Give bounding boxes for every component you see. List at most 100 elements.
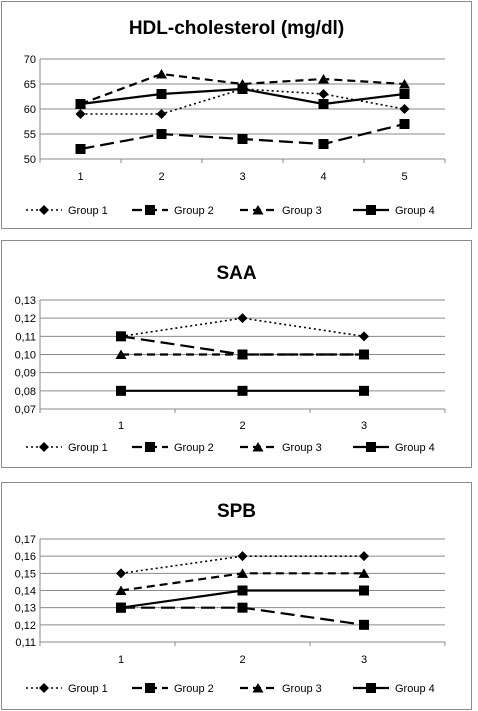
legend-marker [366,205,376,215]
data-point [359,619,369,630]
x-tick-label: 3 [239,171,245,183]
series-group-3 [115,349,370,359]
legend-label: Group 3 [282,683,322,695]
y-tick-label: 0,09 [15,368,36,380]
legend-marker [145,442,155,452]
spb-chart: SPB 0,11 0,12 0,13 0,14 0,15 0,16 0,17 1 2 3 Group … [15,501,446,695]
legend-label: Group 4 [395,205,435,217]
data-point [156,109,167,119]
data-point [318,139,329,149]
saa-chart: SAA 0,07 0,08 0,09 0,10 0,11 0,12 0,13 1 2 3 Group … [15,263,446,454]
legend-item: Group 4 [353,205,435,217]
chart-panel-spb: SPB 0,11 0,12 0,13 0,14 0,15 0,16 0,17 1 2 3 Group … [1,482,472,710]
data-point [237,385,248,396]
legend-item: Group 1 [26,442,108,454]
y-tick-label: 0,10 [15,350,36,362]
x-tick-label: 1 [77,171,83,183]
data-point [75,109,86,119]
data-point [115,585,127,595]
data-point [318,89,329,99]
legend-label: Group 1 [68,683,108,695]
data-point [399,119,410,129]
data-point [318,74,329,84]
legend-item: Group 3 [240,683,322,695]
data-point [359,585,369,596]
y-tick-label: 0,11 [15,637,36,649]
legend-marker [252,683,264,693]
legend-label: Group 4 [395,442,435,454]
series-line [80,72,405,106]
series-group-3 [115,568,370,595]
legend-marker [366,683,376,693]
data-point [115,349,127,359]
x-tick-label: 3 [361,654,367,666]
series-group-4 [116,385,369,396]
legend-item: Group 1 [26,205,108,217]
legend-label: Group 3 [282,442,322,454]
data-point [75,144,86,154]
data-point [156,69,167,79]
data-point [237,568,248,578]
legend-label: Group 2 [174,683,214,695]
legend-label: Group 4 [395,683,435,695]
series-group-1 [116,551,369,579]
series-line [120,317,365,338]
legend-label: Group 2 [174,442,214,454]
y-tick-label: 0,12 [15,620,36,632]
data-point [237,313,248,324]
x-tick-label: 1 [118,654,124,666]
data-point [237,602,248,613]
y-tick-label: 0,08 [15,386,36,398]
data-point [156,89,167,99]
legend-item: Group 4 [353,442,435,454]
legend-marker [145,683,155,693]
legend-marker [39,442,49,452]
hdl-chart: HDL-cholesterol (mg/dl) 50 55 60 65 70 1 2 3 4 5 Gr… [24,18,446,217]
y-tick-label: 50 [24,154,36,166]
data-point [399,79,410,89]
data-point [237,134,248,144]
legend-marker [366,442,376,452]
legend-item: Group 2 [132,442,214,454]
y-tick-label: 0,11 [15,331,36,343]
data-point [237,585,248,596]
legend-label: Group 1 [68,205,108,217]
legend-item: Group 1 [26,683,108,695]
data-point [116,568,126,579]
y-tick-label: 0,12 [15,313,36,325]
legend-label: Group 3 [282,205,322,217]
data-point [399,89,410,99]
legend-item: Group 2 [132,205,214,217]
data-point [116,602,126,613]
legend-item: Group 2 [132,683,214,695]
data-point [399,104,410,114]
chart-title: HDL-cholesterol (mg/dl) [129,18,344,39]
y-tick-label: 65 [24,79,36,91]
data-point [359,331,369,342]
data-point [237,551,248,562]
chart-panel-hdl: HDL-cholesterol (mg/dl) 50 55 60 65 70 1 2 3 4 5 Gr… [1,1,472,229]
legend-label: Group 2 [174,205,214,217]
y-tick-label: 60 [24,104,36,116]
chart-panel-saa: SAA 0,07 0,08 0,09 0,10 0,11 0,12 0,13 1 2 3 Group … [1,240,472,468]
data-point [237,84,248,94]
y-tick-label: 0,14 [15,586,36,598]
chart-title: SAA [216,263,256,284]
x-tick-label: 2 [239,420,245,432]
y-tick-label: 0,13 [15,603,36,615]
x-tick-label: 5 [401,171,407,183]
data-point [358,349,370,359]
data-point [358,568,370,578]
data-point [116,331,126,342]
chart-title: SPB [217,501,256,522]
legend-marker [39,683,49,693]
legend-marker [252,442,264,452]
legend-marker [39,205,49,215]
x-tick-label: 3 [361,420,367,432]
series-group-2 [116,602,369,630]
y-tick-label: 70 [24,54,36,66]
data-point [237,349,248,359]
series-group-4 [75,84,410,109]
series-group-2 [75,119,410,154]
data-point [116,385,126,396]
